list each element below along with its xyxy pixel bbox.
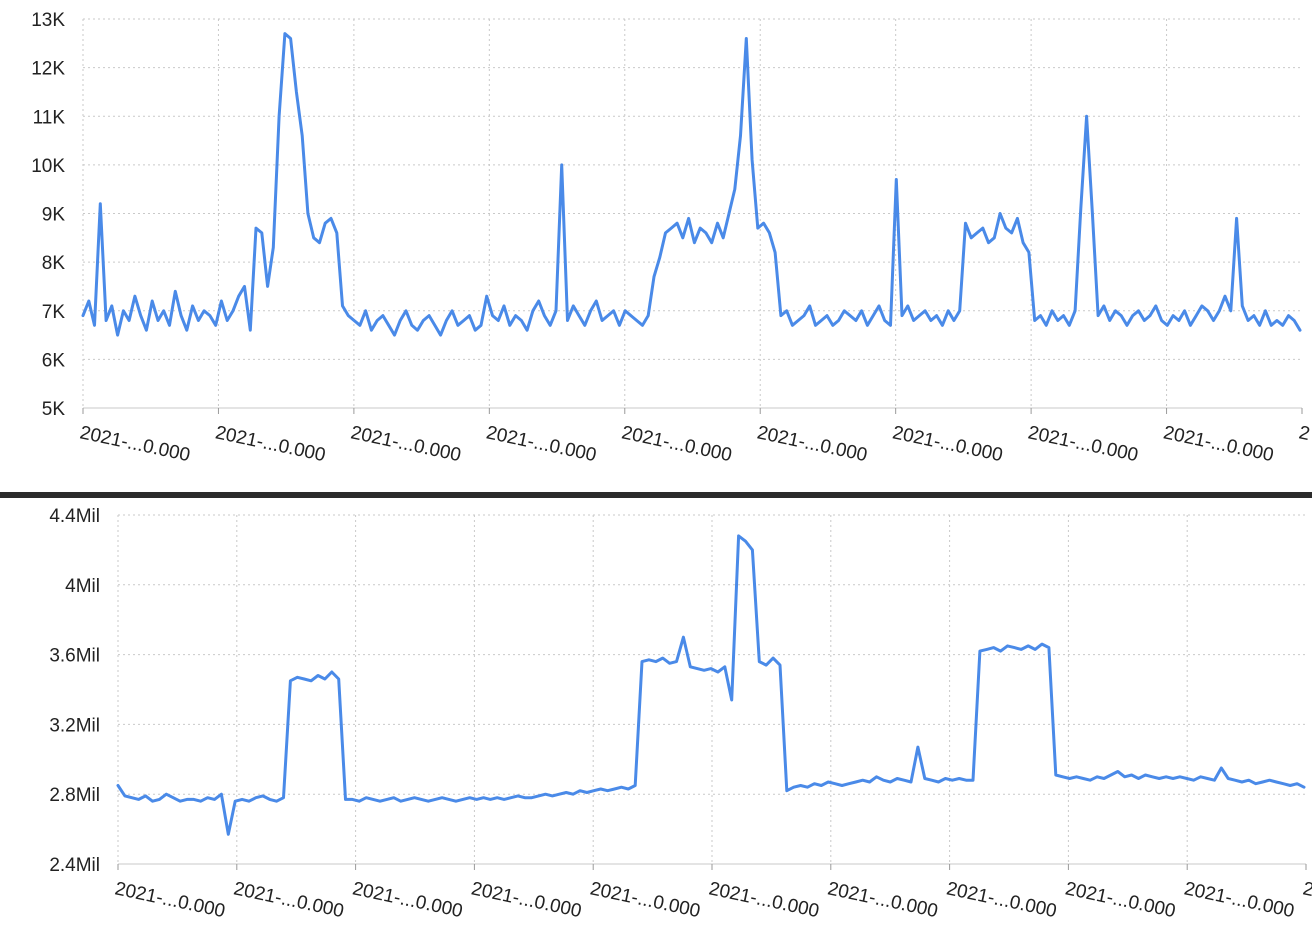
- x-tick-label: 2021-...0.000: [620, 422, 734, 466]
- bottom-chart-panel: 2.4Mil 2.8Mil 3.2Mil 3.6Mil 4Mil 4.4Mil 2021-.…: [0, 498, 1312, 946]
- y-tick-label: 12K: [31, 59, 65, 80]
- x-tick-label: 2021-...0.000: [891, 422, 1005, 466]
- x-tick-label: 2021-...0.000: [351, 878, 465, 922]
- y-tick-label: 7K: [42, 302, 66, 323]
- y-tick-label: 2.4Mil: [49, 855, 100, 876]
- x-tick-label: 2021-...0.000: [484, 422, 598, 466]
- y-tick-label: 10K: [31, 156, 65, 177]
- x-tick-label: 2021-...0.000: [1162, 422, 1276, 466]
- x-tick-label: 2: [1297, 422, 1312, 445]
- top-chart-panel: 5K 6K 7K 8K 9K 10K 11K 12K 13K 2021-...0.000 2021-…: [31, 10, 1312, 467]
- x-tick-label: 2021-...0.000: [1063, 878, 1177, 922]
- x-tick-label: 2021-...0.000: [213, 422, 327, 466]
- y-tick-label: 13K: [31, 10, 65, 31]
- x-tick-label: 2021-...0.000: [232, 878, 346, 922]
- x-tick-label: 2021-...0.000: [78, 422, 192, 466]
- x-tick-label: 2021-...0.000: [755, 422, 869, 466]
- y-tick-label: 8K: [42, 253, 66, 274]
- y-tick-label: 2.8Mil: [49, 785, 100, 806]
- x-tick-label: 2021-...0.000: [826, 878, 940, 922]
- y-tick-label: 3.2Mil: [49, 715, 100, 736]
- y-tick-label: 6K: [42, 350, 66, 371]
- y-tick-label: 9K: [42, 205, 66, 226]
- bottom-line-chart: 2.4Mil 2.8Mil 3.2Mil 3.6Mil 4Mil 4.4Mil 2021-.…: [49, 506, 1312, 922]
- x-tick-label: 2: [1301, 878, 1312, 901]
- y-tick-label: 4.4Mil: [49, 506, 100, 527]
- y-tick-label: 3.6Mil: [49, 646, 100, 667]
- y-tick-label: 5K: [42, 399, 66, 420]
- x-tick-label: 2021-...0.000: [707, 878, 821, 922]
- x-tick-label: 2021-...0.000: [113, 878, 227, 922]
- y-tick-label: 11K: [33, 107, 66, 128]
- series-line: [81, 32, 1302, 337]
- y-tick-label: 4Mil: [65, 576, 100, 597]
- panel-divider: [0, 492, 1312, 498]
- x-tick-label: 2021-...0.000: [588, 878, 702, 922]
- x-tick-label: 2021-...0.000: [349, 422, 463, 466]
- x-tick-label: 2021-...0.000: [1026, 422, 1140, 466]
- x-tick-label: 2021-...0.000: [469, 878, 583, 922]
- top-line-chart: 5K 6K 7K 8K 9K 10K 11K 12K 13K 2021-...0.000 2021-…: [31, 10, 1312, 466]
- series-line: [116, 534, 1306, 836]
- x-tick-label: 2021-...0.000: [1182, 878, 1296, 922]
- x-tick-label: 2021-...0.000: [945, 878, 1059, 922]
